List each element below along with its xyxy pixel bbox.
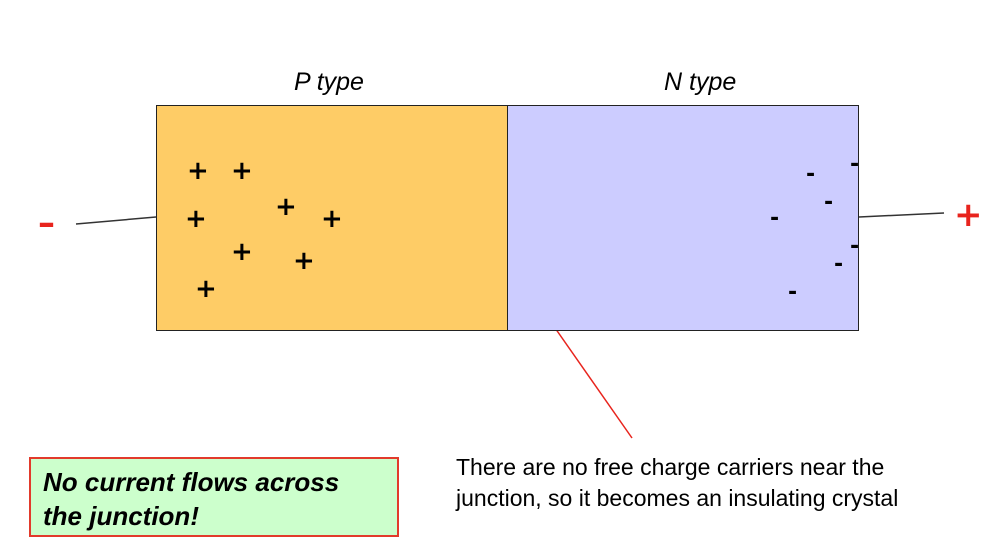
hole-charge: + xyxy=(231,156,253,186)
electron-charge: - xyxy=(806,162,816,187)
p-type-region: + + + + + + + + xyxy=(156,105,508,331)
junction-callout: There are no free charge carriers near t… xyxy=(456,452,996,514)
right-wire xyxy=(858,212,945,218)
no-current-box: No current flows across the junction! xyxy=(29,457,399,537)
hole-charge: + xyxy=(187,156,209,186)
n-type-label: N type xyxy=(664,68,737,96)
electron-charge: - xyxy=(834,252,844,277)
hole-charge: + xyxy=(321,204,343,234)
callout-line: junction, so it becomes an insulating cr… xyxy=(456,485,899,511)
hole-charge: + xyxy=(185,204,207,234)
status-line: No current flows across xyxy=(43,467,340,497)
p-type-label: P type xyxy=(294,68,364,96)
hole-charge: + xyxy=(195,274,217,304)
hole-charge: + xyxy=(231,237,253,267)
electron-charge: - xyxy=(770,206,780,231)
electron-charge: - xyxy=(824,190,834,215)
electron-charge: - xyxy=(850,152,860,177)
electron-charge: - xyxy=(788,280,798,305)
positive-terminal: + xyxy=(954,195,983,235)
hole-charge: + xyxy=(293,246,315,276)
n-type-region: - - - - - - - xyxy=(507,105,859,331)
hole-charge: + xyxy=(275,192,297,222)
status-line: the junction! xyxy=(43,501,199,531)
negative-terminal: – xyxy=(38,203,55,243)
left-wire xyxy=(75,216,157,225)
electron-charge: - xyxy=(850,234,860,259)
callout-line: There are no free charge carriers near t… xyxy=(456,454,885,480)
